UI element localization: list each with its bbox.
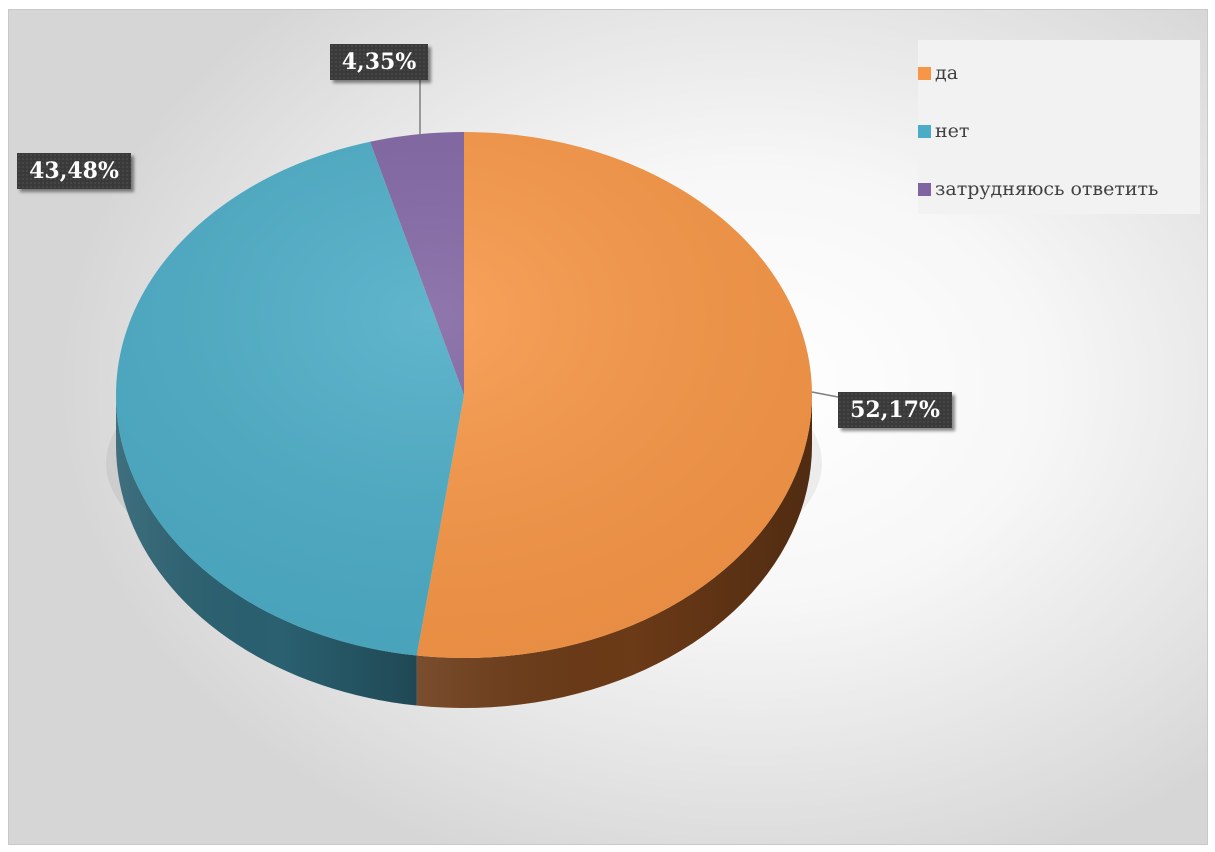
legend-item-da: да	[918, 60, 958, 86]
slice-side-shade-1	[116, 395, 417, 706]
legend-swatch	[918, 182, 931, 196]
legend-label: затрудняюсь ответить	[935, 178, 1159, 200]
legend-item-zatrudnyayus: затрудняюсь ответить	[918, 176, 1158, 202]
slice-side-shade-0	[416, 395, 812, 708]
legend-swatch	[918, 124, 931, 138]
legend-label: да	[935, 62, 959, 84]
leader-line-da	[811, 391, 839, 398]
pie-top-shine	[116, 132, 812, 658]
data-label-da: 52,17%	[838, 392, 952, 428]
legend-swatch	[918, 66, 931, 80]
data-label-net: 43,48%	[17, 153, 131, 189]
data-label-zatrudnyayus: 4,35%	[330, 44, 428, 80]
legend-label: нет	[935, 120, 970, 142]
legend: да нет затрудняюсь ответить	[918, 40, 1200, 214]
legend-item-net: нет	[918, 118, 969, 144]
